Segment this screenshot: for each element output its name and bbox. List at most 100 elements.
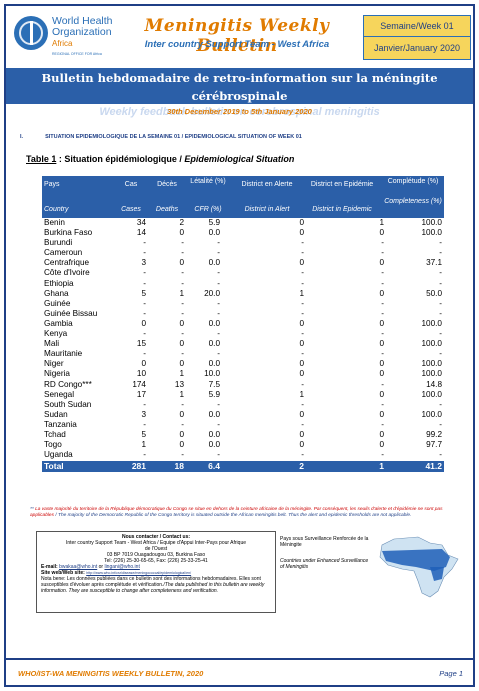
cell-cfr: 10.0 — [204, 369, 220, 379]
cell-country: Sudan — [44, 409, 68, 419]
cell-deaths: 0 — [179, 228, 184, 238]
cell-cases: 3 — [141, 258, 146, 268]
cell-completeness: - — [439, 278, 442, 288]
cell-epidemic: 1 — [379, 218, 384, 227]
table-label: Table 1 — [26, 154, 57, 164]
cell-country: RD Congo*** — [44, 379, 92, 389]
cell-alert: - — [301, 268, 304, 278]
header-cfr-fr: Létalité (%) — [190, 178, 226, 185]
cell-alert: 0 — [299, 339, 304, 349]
cell-completeness: - — [439, 349, 442, 359]
cell-country: Nigeria — [44, 369, 70, 379]
table-row: South Sudan - - - - - - — [42, 400, 444, 410]
cell-completeness: 100.0 — [421, 389, 443, 399]
cell-cfr: - — [217, 268, 220, 278]
header-alert-en: District in Alert — [244, 206, 290, 213]
cell-alert: 0 — [299, 429, 304, 439]
cell-deaths: - — [181, 238, 184, 248]
table-row: Nigeria 10 1 10.0 0 0 100.0 — [42, 369, 444, 379]
cell-country: Gambia — [44, 318, 73, 328]
cell-completeness: - — [439, 399, 442, 409]
cell-cases: 0 — [141, 359, 146, 369]
total-cfr: 6.4 — [208, 461, 220, 472]
cell-cfr: 5.9 — [208, 218, 220, 227]
website-label: Site web/Web site: — [41, 570, 85, 576]
table-row: Uganda - - - - - - — [42, 450, 444, 460]
email-label: E-mail: — [41, 564, 58, 570]
cell-deaths: 2 — [179, 218, 184, 227]
cell-cases: - — [143, 419, 146, 429]
contact-note-en: /The data published in this bulletin are… — [41, 582, 265, 594]
header-cfr-en: CFR (%) — [194, 206, 222, 213]
table-body: Benin 34 2 5.9 0 1 100.0 Burkina Faso 14 0 0.0 0 0 10… — [42, 218, 444, 460]
cell-completeness: 100.0 — [421, 228, 443, 238]
total-cases: 281 — [131, 461, 146, 472]
cell-completeness: - — [439, 308, 442, 318]
cell-deaths: 0 — [179, 359, 184, 369]
cell-completeness: - — [439, 298, 442, 308]
who-emblem-icon — [14, 16, 48, 50]
cell-country: Niger — [44, 359, 64, 369]
section-number: I. — [20, 134, 24, 140]
cell-epidemic: - — [381, 349, 384, 359]
cell-epidemic: - — [381, 278, 384, 288]
email-link-2[interactable]: lingani@who.int — [104, 564, 140, 570]
legend-en: Countries under Enhanced Surveillance of… — [280, 558, 369, 570]
cell-alert: - — [301, 379, 304, 389]
table-row: Cameroun - - - - - - — [42, 248, 444, 258]
contact-note-fr: Nota bene: Les données publiées dans ce … — [41, 576, 261, 588]
contact-org-line2: de l'Ouest — [144, 546, 168, 552]
contact-box: Nous contacter / Contact us: Inter count… — [36, 531, 276, 613]
cell-cfr: - — [217, 278, 220, 288]
cell-cases: 0 — [141, 318, 146, 328]
cell-alert: - — [301, 329, 304, 339]
section-title: SITUATION EPIDEMIOLOGIQUE DE LA SEMAINE … — [45, 134, 302, 140]
footnote-en: / The majority of the Democratic Republi… — [55, 513, 412, 518]
cell-alert: - — [301, 278, 304, 288]
who-name-line2: Organization — [52, 26, 112, 38]
week-label: Semaine/Week 01 — [364, 16, 470, 37]
cell-epidemic: - — [381, 298, 384, 308]
table-row: Gambia 0 0 0.0 0 0 100.0 — [42, 319, 444, 329]
cell-epidemic: 0 — [379, 228, 384, 238]
email-link-1[interactable]: bwakaa@who.int — [59, 564, 98, 570]
who-name-line1: World Health — [52, 15, 113, 27]
cell-completeness: 97.7 — [426, 440, 442, 450]
banner-title-fr: Bulletin hebdomadaire de retro-informati… — [41, 71, 438, 103]
cell-cfr: - — [217, 298, 220, 308]
table-row: Mali 15 0 0.0 0 0 100.0 — [42, 339, 444, 349]
table-row: Tchad 5 0 0.0 0 0 99.2 — [42, 430, 444, 440]
cell-deaths: 0 — [179, 258, 184, 268]
cell-cases: - — [143, 308, 146, 318]
table-title-fr: Situation épidémiologique — [64, 154, 177, 164]
cell-alert: 0 — [299, 318, 304, 328]
table-row: Guinée Bissau - - - - - - — [42, 309, 444, 319]
cell-deaths: 0 — [179, 409, 184, 419]
cell-completeness: 100.0 — [421, 318, 443, 328]
header: World Health Organization Africa REGIONA… — [6, 6, 473, 64]
cell-alert: - — [301, 238, 304, 248]
cell-epidemic: 0 — [379, 389, 384, 399]
table-row: Senegal 17 1 5.9 1 0 100.0 — [42, 390, 444, 400]
cell-deaths: 13 — [174, 379, 184, 389]
cell-country: Burundi — [44, 238, 73, 248]
table-row: RD Congo*** 174 13 7.5 - - 14.8 — [42, 380, 444, 390]
cell-country: South Sudan — [44, 399, 92, 409]
cell-cfr: - — [217, 419, 220, 429]
cell-cases: 174 — [132, 379, 146, 389]
table-row: Togo 1 0 0.0 0 0 97.7 — [42, 440, 444, 450]
cell-epidemic: 0 — [379, 359, 384, 369]
cell-cfr: 0.0 — [208, 228, 220, 238]
cell-country: Benin — [44, 218, 65, 227]
cell-completeness: - — [439, 268, 442, 278]
cell-alert: - — [301, 399, 304, 409]
header-deaths-en: Deaths — [155, 206, 179, 213]
contact-heading: Nous contacter / Contact us: — [121, 534, 191, 540]
cell-epidemic: 0 — [379, 339, 384, 349]
header-cases-en: Cases — [121, 206, 141, 213]
cell-alert: - — [301, 298, 304, 308]
website-link[interactable]: http://www.who.int/csr/disease/meningoco… — [86, 571, 192, 575]
page-footer: WHO/IST-WA MENINGITIS WEEKLY BULLETIN, 2… — [6, 658, 473, 686]
cell-deaths: - — [181, 298, 184, 308]
cell-completeness: - — [439, 238, 442, 248]
